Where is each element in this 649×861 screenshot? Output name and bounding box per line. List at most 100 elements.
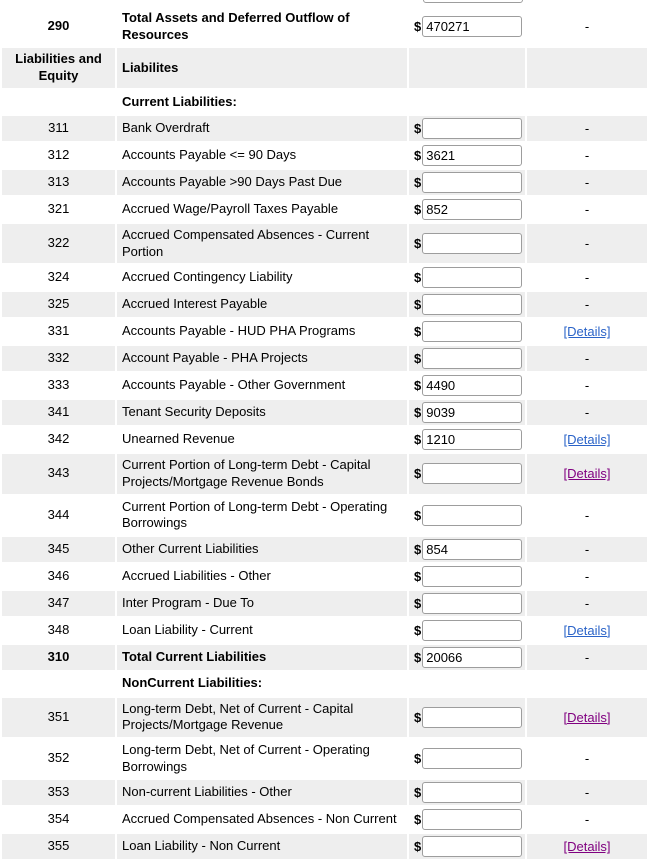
- amount-input[interactable]: [422, 172, 523, 194]
- amount-input[interactable]: [422, 619, 523, 641]
- previous-row-clipped: [2, 0, 647, 5]
- line-number: 290: [47, 18, 70, 34]
- details-cell: -: [527, 739, 647, 779]
- dollar-sign: $: [414, 432, 422, 448]
- dollar-sign: $: [414, 202, 422, 218]
- amount-input[interactable]: [422, 782, 523, 804]
- table-row: 352 Long-term Debt, Net of Current - Ope…: [2, 739, 647, 779]
- amount-input[interactable]: [422, 294, 523, 316]
- details-link[interactable]: [Details]: [563, 466, 611, 482]
- amount-input[interactable]: [422, 565, 523, 587]
- details-cell: -: [527, 292, 647, 318]
- amount-cell: $: [409, 590, 525, 616]
- dollar-sign: $: [414, 812, 422, 828]
- line-number: 312: [47, 147, 70, 163]
- no-details-dash: -: [584, 148, 590, 164]
- line-item-label: Long-term Debt, Net of Current - Operati…: [122, 742, 370, 774]
- line-number: 344: [47, 506, 70, 522]
- line-number: 355: [47, 838, 70, 854]
- no-details-dash: -: [584, 649, 590, 665]
- amount-input[interactable]: [422, 348, 523, 370]
- amount-cell: $: [409, 780, 525, 806]
- table-row: 310 Total Current Liabilities $ -: [2, 644, 647, 670]
- amount-cell: $: [409, 454, 525, 494]
- amount-cell: $: [409, 617, 525, 643]
- details-link[interactable]: [Details]: [563, 839, 611, 855]
- amount-input[interactable]: [422, 429, 523, 451]
- details-cell: -: [527, 590, 647, 616]
- description-cell: Current Portion of Long-term Debt - Capi…: [117, 454, 407, 494]
- line-item-label: Accounts Payable <= 90 Days: [122, 147, 297, 163]
- dollar-sign: $: [414, 785, 422, 801]
- amount-input[interactable]: [422, 592, 523, 614]
- no-details-dash: -: [584, 236, 590, 252]
- no-details-dash: -: [584, 378, 590, 394]
- amount-input[interactable]: [422, 199, 523, 221]
- amount-input[interactable]: [422, 748, 523, 770]
- amount-input[interactable]: [422, 809, 523, 831]
- amount-input[interactable]: [422, 538, 523, 560]
- line-number: 352: [47, 750, 70, 766]
- table-row: 313 Accounts Payable >90 Days Past Due $…: [2, 170, 647, 196]
- description-cell: Accrued Liabilities - Other: [117, 563, 407, 589]
- amount-cell: $: [409, 644, 525, 670]
- line-item-label: Accrued Wage/Payroll Taxes Payable: [122, 201, 339, 217]
- line-item-label: Loan Liability - Non Current: [122, 838, 281, 854]
- details-cell: -: [527, 143, 647, 169]
- line-number-cell: 332: [2, 346, 115, 372]
- line-item-label: Inter Program - Due To: [122, 594, 254, 610]
- line-number-cell: 353: [2, 780, 115, 806]
- amount-input[interactable]: [422, 321, 523, 343]
- amount-input[interactable]: [422, 402, 523, 424]
- amount-cell: [409, 90, 525, 115]
- table-row: 344 Current Portion of Long-term Debt - …: [2, 495, 647, 535]
- description-cell: NonCurrent Liabilities:: [117, 671, 407, 696]
- description-cell: Bank Overdraft: [117, 116, 407, 142]
- description-cell: Account Payable - PHA Projects: [117, 346, 407, 372]
- description-cell: Accrued Compensated Absences - Current P…: [117, 224, 407, 264]
- details-link[interactable]: [Details]: [563, 324, 611, 340]
- line-number-cell: 290: [2, 7, 115, 47]
- line-number: 333: [47, 377, 70, 393]
- amount-input[interactable]: [422, 16, 523, 38]
- line-number: 322: [47, 235, 70, 251]
- amount-input[interactable]: [422, 375, 523, 397]
- amount-cell: $: [409, 319, 525, 345]
- line-item-label: Accrued Liabilities - Other: [122, 567, 271, 583]
- dollar-sign: $: [414, 595, 422, 611]
- details-link[interactable]: [Details]: [563, 432, 611, 448]
- details-link[interactable]: [Details]: [563, 622, 611, 638]
- line-number-cell: 344: [2, 495, 115, 535]
- amount-input[interactable]: [422, 463, 523, 485]
- line-number-cell: 355: [2, 834, 115, 860]
- amount-cell: $: [409, 116, 525, 142]
- dollar-sign: $: [414, 351, 422, 367]
- line-item-label: Accrued Compensated Absences - Non Curre…: [122, 811, 397, 827]
- amount-input[interactable]: [422, 836, 523, 858]
- amount-cell: $: [409, 143, 525, 169]
- line-item-label: Accrued Interest Payable: [122, 296, 268, 312]
- amount-cell: $: [409, 697, 525, 738]
- table-row: Liabilities and Equity Liabilites: [2, 48, 647, 89]
- amount-input[interactable]: [422, 504, 523, 526]
- table-row: 321 Accrued Wage/Payroll Taxes Payable $…: [2, 197, 647, 223]
- description-cell: Liabilites: [117, 48, 407, 89]
- description-cell: Accounts Payable >90 Days Past Due: [117, 170, 407, 196]
- line-number-cell: 346: [2, 563, 115, 589]
- description-cell: Other Current Liabilities: [117, 536, 407, 562]
- details-link[interactable]: [Details]: [563, 709, 611, 725]
- amount-input[interactable]: [422, 233, 523, 255]
- amount-input[interactable]: [422, 706, 523, 728]
- description-cell: Long-term Debt, Net of Current - Capital…: [117, 697, 407, 738]
- line-number-cell: 310: [2, 644, 115, 670]
- amount-input[interactable]: [422, 118, 523, 140]
- amount-cell: $: [409, 346, 525, 372]
- description-cell: Total Assets and Deferred Outflow of Res…: [117, 7, 407, 47]
- amount-input[interactable]: [422, 267, 523, 289]
- line-item-label: Total Assets and Deferred Outflow of Res…: [122, 10, 350, 42]
- amount-input[interactable]: [422, 646, 523, 668]
- description-cell: Unearned Revenue: [117, 427, 407, 453]
- amount-input[interactable]: [422, 145, 523, 167]
- table-row: 332 Account Payable - PHA Projects $ -: [2, 346, 647, 372]
- dollar-sign: $: [414, 541, 422, 557]
